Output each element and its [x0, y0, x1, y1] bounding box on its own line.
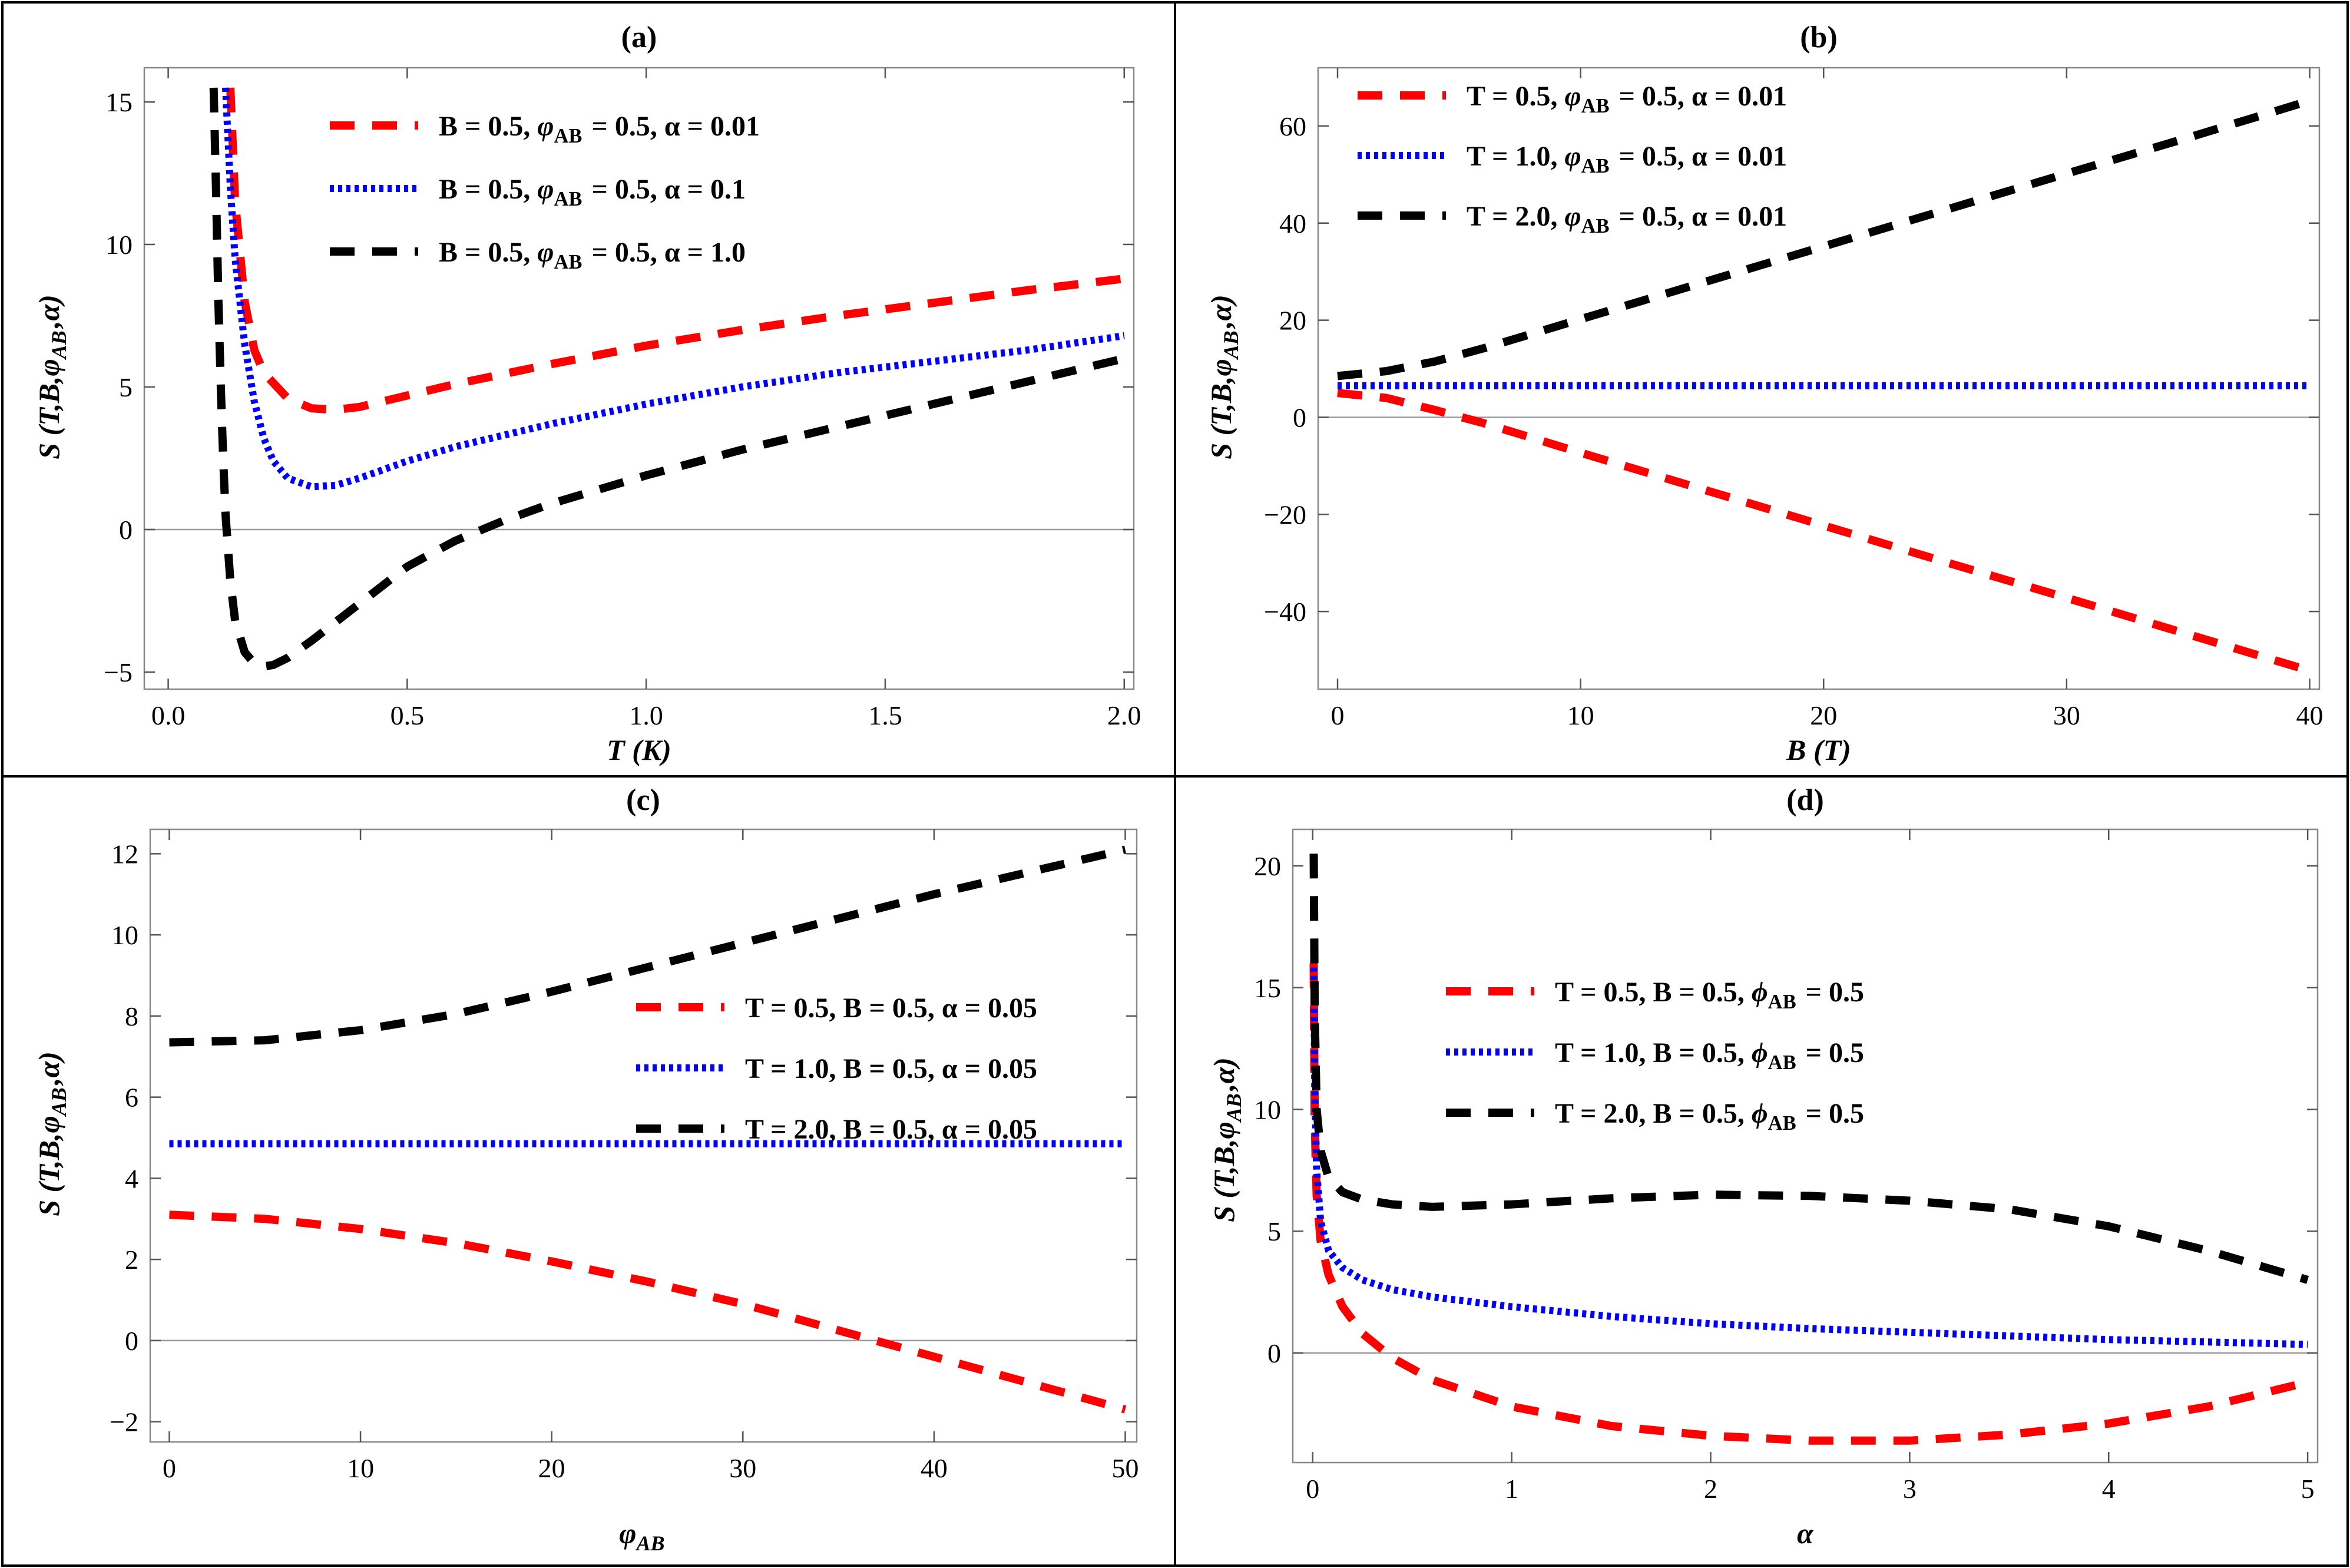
x-tick-label: 2.0: [1107, 700, 1141, 730]
y-tick-label: 6: [125, 1083, 138, 1113]
x-tick-label: 2: [1704, 1474, 1717, 1504]
y-tick-label: 4: [125, 1163, 138, 1193]
series-line-d-1: [1310, 951, 2308, 1348]
x-axis-label: T (K): [607, 733, 671, 766]
legend-label: T = 0.5, φAB = 0.5, α = 0.01: [1467, 81, 1787, 117]
legend-label: T = 2.0, φAB = 0.5, α = 0.01: [1467, 201, 1787, 237]
series-line-c-2: [169, 845, 1127, 1047]
plot-area-d: [1292, 828, 2319, 1464]
chart-title: (d): [1786, 783, 1824, 817]
legend-label: T = 0.5, B = 0.5, α = 0.05: [745, 993, 1037, 1024]
chart-title: (c): [626, 783, 660, 817]
x-tick-label: 40: [921, 1453, 948, 1483]
legend-label: T = 2.0, B = 0.5, α = 0.05: [745, 1114, 1037, 1145]
chart-title: (b): [1800, 21, 1838, 54]
y-axis-label: S (T,B,φAB ,α): [1207, 1057, 1246, 1222]
series-line-c-0: [169, 1210, 1127, 1414]
legend-label: T = 1.0, φAB = 0.5, α = 0.01: [1467, 141, 1787, 177]
y-tick-label: 0: [125, 1326, 138, 1356]
x-tick-label: 20: [538, 1453, 565, 1483]
y-axis-label: S (T,B,φAB ,α): [32, 295, 71, 459]
y-tick-label: 10: [1254, 1094, 1281, 1124]
series-line-a-1: [222, 87, 1125, 491]
legend-label: B = 0.5, φAB = 0.5, α = 1.0: [439, 237, 746, 273]
series-line-b-0: [1337, 389, 2311, 675]
y-tick-label: 60: [1279, 111, 1306, 141]
y-tick-label: 5: [1267, 1216, 1281, 1246]
legend-label: B = 0.5, φAB = 0.5, α = 0.01: [439, 111, 760, 147]
y-tick-label: 20: [1279, 306, 1306, 336]
legend-label: T = 1.0, B = 0.5, α = 0.05: [745, 1053, 1037, 1084]
plot-area-c: [149, 828, 1138, 1443]
plot-area-a: [143, 67, 1135, 690]
y-tick-label: −20: [1264, 499, 1306, 530]
series-line-a-0: [226, 87, 1125, 414]
chart-panel-b: 0 10 20 30 40 −40 −20 0 20 40 60 (b) B (T) S (T,B,φAB…: [1204, 21, 2323, 766]
y-tick-label: 10: [105, 230, 133, 260]
y-tick-label: 40: [1279, 209, 1306, 239]
x-tick-label: 4: [2102, 1474, 2116, 1504]
x-tick-label: 30: [2053, 700, 2080, 730]
plot-area-b: [1317, 67, 2321, 690]
x-tick-label: 0.5: [390, 700, 425, 730]
y-tick-label: 2: [125, 1245, 138, 1275]
x-tick-label: 1.0: [629, 700, 663, 730]
y-tick-label: 0: [1293, 402, 1306, 432]
y-tick-label: 12: [111, 839, 138, 869]
y-tick-label: −40: [1264, 597, 1306, 627]
x-tick-label: 3: [1903, 1474, 1917, 1504]
x-tick-label: 0: [1331, 700, 1345, 730]
x-tick-label: 40: [2296, 700, 2323, 730]
y-tick-label: 15: [1254, 973, 1281, 1003]
y-tick-label: 8: [125, 1001, 138, 1031]
legend-label: T = 2.0, B = 0.5, ϕAB = 0.5: [1555, 1098, 1864, 1134]
x-tick-label: 0: [163, 1453, 176, 1483]
x-tick-label: 10: [347, 1453, 374, 1483]
x-tick-label: 5: [2301, 1474, 2315, 1504]
y-axis-label: S (T,B,φAB ,α): [32, 1051, 71, 1216]
x-axis-label: φAB: [619, 1517, 667, 1555]
x-axis-label: α: [1797, 1517, 1814, 1550]
x-axis-label: B (T): [1786, 733, 1851, 766]
x-tick-label: 0.0: [151, 700, 186, 730]
series-line-d-2: [1309, 854, 2309, 1284]
x-tick-label: 1: [1505, 1474, 1518, 1504]
series-line-d-0: [1309, 963, 2309, 1445]
y-axis-label: S (T,B,φAB ,α): [1204, 295, 1243, 459]
y-tick-label: −5: [104, 657, 133, 687]
x-tick-label: 10: [1567, 700, 1594, 730]
y-tick-label: 20: [1254, 851, 1281, 881]
x-tick-label: 50: [1112, 1453, 1139, 1483]
y-tick-label: 0: [1267, 1338, 1281, 1368]
x-tick-label: 30: [729, 1453, 756, 1483]
x-tick-label: 1.5: [868, 700, 902, 730]
legend-label: T = 0.5, B = 0.5, ϕAB = 0.5: [1555, 977, 1864, 1013]
legend-label: B = 0.5, φAB = 0.5, α = 0.1: [439, 174, 746, 210]
y-tick-label: 15: [105, 87, 133, 117]
chart-panel-a: 0.0 0.5 1.0 1.5 2.0 −5 0 5 10 15 (a) T (K) S (T,B,φA…: [32, 21, 1141, 766]
x-tick-label: 0: [1306, 1474, 1319, 1504]
y-tick-label: 5: [119, 372, 133, 402]
x-tick-label: 20: [1810, 700, 1837, 730]
chart-panel-c: 0 10 20 30 40 50 −2 0 2 4 6 8 10 12 (c) φAB S (T,B,φAB …: [32, 783, 1139, 1555]
y-tick-label: −2: [110, 1407, 138, 1437]
series-line-a-2: [209, 87, 1126, 671]
chart-title: (a): [621, 21, 657, 54]
y-tick-label: 0: [119, 515, 133, 545]
y-tick-label: 10: [111, 920, 138, 950]
legend-label: T = 1.0, B = 0.5, ϕAB = 0.5: [1555, 1037, 1864, 1074]
chart-panel-d: 0 1 2 3 4 5 0 5 10 15 20 (d) α S (T,B,φAB ,α) T = 0.5,…: [1207, 783, 2319, 1550]
